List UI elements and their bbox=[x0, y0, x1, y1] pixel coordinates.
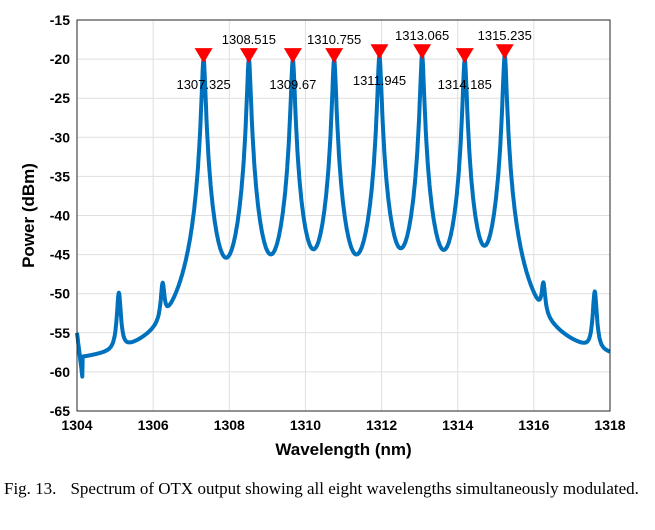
peak-marker bbox=[283, 48, 302, 64]
spectrum-line bbox=[75, 53, 612, 379]
y-tick-label: -40 bbox=[50, 208, 70, 224]
peak-label: 1314.185 bbox=[438, 77, 492, 92]
peak-label: 1310.755 bbox=[307, 32, 361, 47]
peak-marker bbox=[495, 44, 514, 60]
x-tick-label: 1308 bbox=[214, 417, 245, 433]
x-tick-label: 1318 bbox=[594, 417, 625, 433]
y-axis-ticks: -15 -20 -25 -30 -35 -40 -45 -50 -55 -60 -65 bbox=[50, 12, 70, 419]
x-axis-label: Wavelength (nm) bbox=[275, 440, 411, 459]
x-tick-label: 1304 bbox=[61, 417, 92, 433]
x-tick-label: 1310 bbox=[290, 417, 321, 433]
peak-marker bbox=[370, 44, 389, 60]
peak-label: 1309.67 bbox=[269, 77, 316, 92]
y-axis-label: Power (dBm) bbox=[19, 163, 38, 268]
y-tick-label: -30 bbox=[50, 129, 70, 145]
y-tick-label: -20 bbox=[50, 51, 70, 67]
y-tick-label: -60 bbox=[50, 364, 70, 380]
peak-label: 1311.945 bbox=[353, 73, 406, 88]
peak-label: 1313.065 bbox=[395, 28, 449, 43]
peak-markers bbox=[194, 44, 514, 64]
peak-marker bbox=[194, 48, 213, 64]
peak-marker bbox=[455, 48, 474, 64]
x-tick-label: 1306 bbox=[138, 417, 169, 433]
peak-marker bbox=[325, 48, 344, 64]
y-tick-label: -15 bbox=[50, 12, 70, 28]
peak-label: 1308.515 bbox=[222, 32, 276, 47]
y-tick-label: -65 bbox=[50, 403, 70, 419]
y-tick-label: -45 bbox=[50, 247, 70, 263]
y-tick-label: -50 bbox=[50, 286, 70, 302]
peak-marker bbox=[239, 48, 258, 64]
y-tick-label: -35 bbox=[50, 168, 70, 184]
plot-frame bbox=[76, 19, 611, 412]
peak-label: 1315.235 bbox=[478, 28, 532, 43]
peak-labels: 1307.325 1308.515 1309.67 1310.755 1311.945 1… bbox=[176, 28, 531, 92]
caption-text: Spectrum of OTX output showing all eight… bbox=[70, 479, 639, 498]
x-tick-label: 1316 bbox=[518, 417, 549, 433]
peak-label: 1307.325 bbox=[176, 77, 230, 92]
figure-caption: Fig. 13. Spectrum of OTX output showing a… bbox=[4, 478, 649, 500]
x-axis-ticks: 1304 1306 1308 1310 1312 1314 1316 1318 bbox=[61, 417, 625, 433]
y-tick-label: -25 bbox=[50, 90, 70, 106]
spectrum-chart: -15-20-25-30-35-40-45-50-55-60-65 1304 13… bbox=[19, 12, 626, 459]
peak-marker bbox=[413, 44, 432, 60]
x-tick-label: 1312 bbox=[366, 417, 397, 433]
figure-number: Fig. 13. bbox=[4, 479, 57, 498]
x-tick-label: 1314 bbox=[442, 417, 473, 433]
y-tick-label: -55 bbox=[50, 325, 70, 341]
